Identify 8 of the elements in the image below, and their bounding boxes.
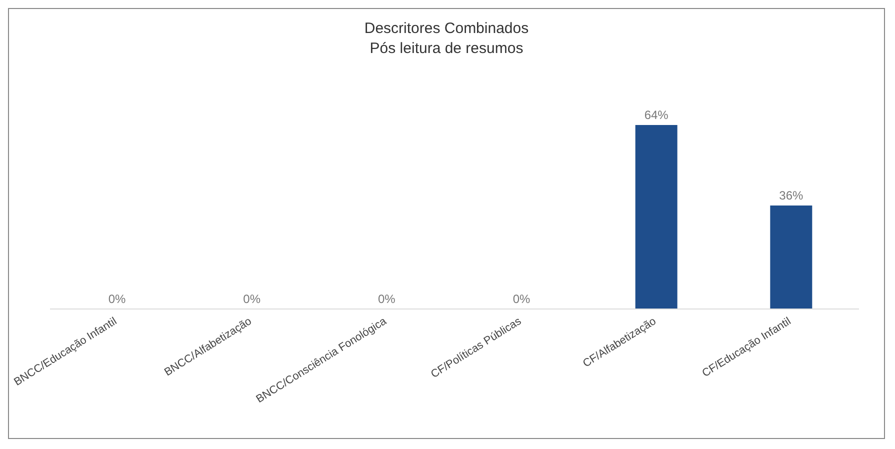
data-label: 0% <box>378 292 396 306</box>
data-label: 0% <box>243 292 261 306</box>
data-label: 64% <box>644 108 669 122</box>
chart-subtitle: Pós leitura de resumos <box>368 39 524 59</box>
data-label: 0% <box>512 292 530 306</box>
chart-title: Descritores Combinados <box>363 19 530 39</box>
data-label: 36% <box>779 188 804 202</box>
data-label: 0% <box>108 292 126 306</box>
